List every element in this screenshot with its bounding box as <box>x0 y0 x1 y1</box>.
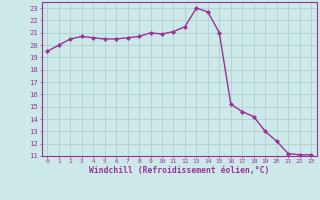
X-axis label: Windchill (Refroidissement éolien,°C): Windchill (Refroidissement éolien,°C) <box>89 166 269 175</box>
